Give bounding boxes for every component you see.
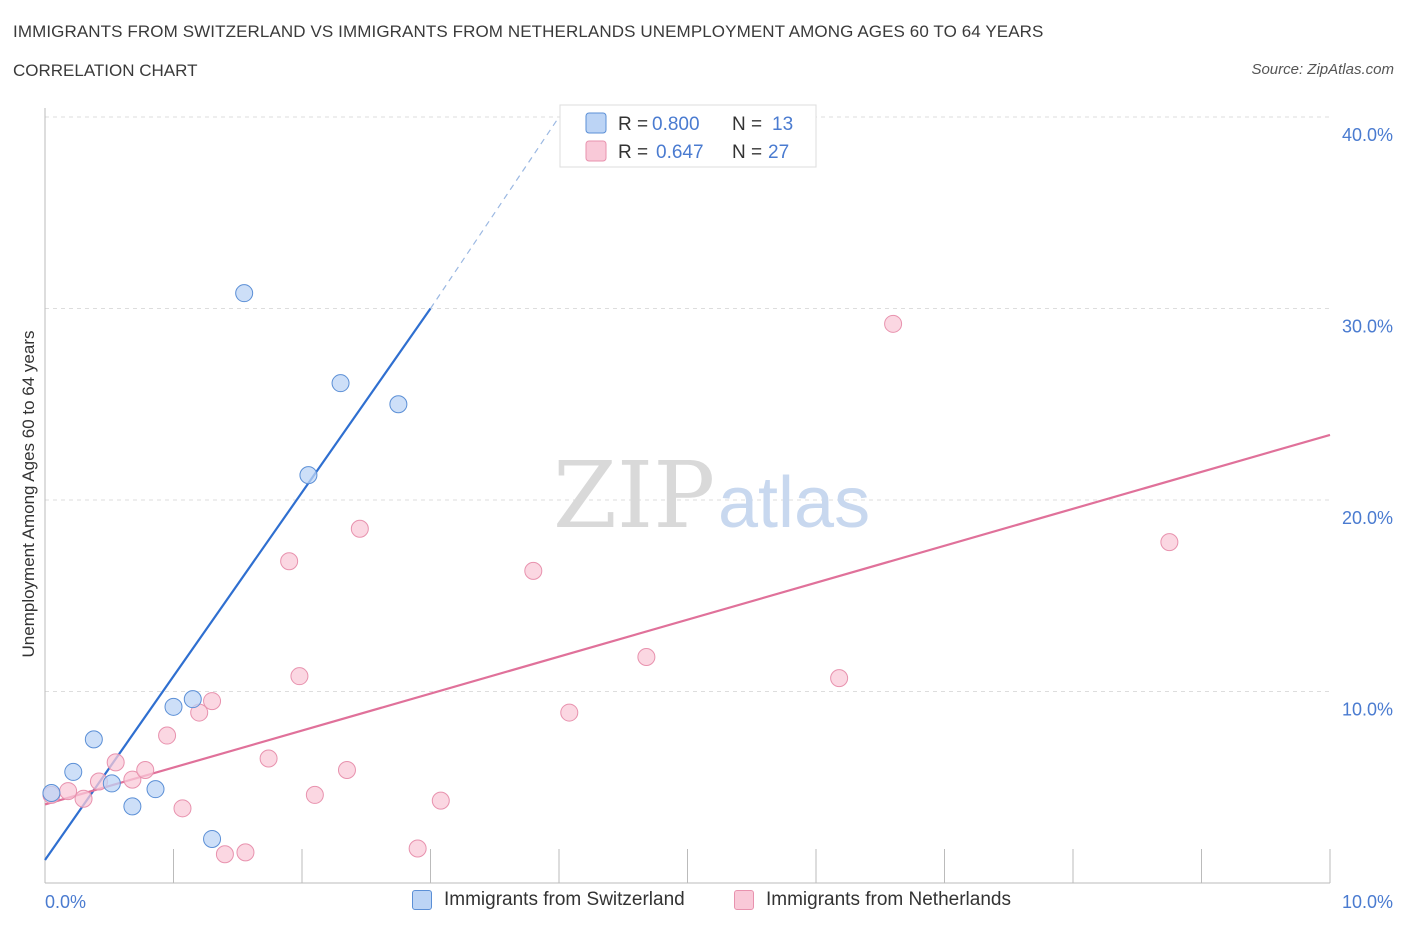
y-tick-label: 40.0% (1342, 125, 1393, 145)
legend-swatch (734, 890, 754, 910)
x-tick-label: 0.0% (45, 892, 86, 912)
point-netherlands (259, 749, 278, 768)
chart-title: IMMIGRANTS FROM SWITZERLAND VS IMMIGRANT… (13, 22, 1044, 41)
legend-item-switzerland: Immigrants from Switzerland (412, 889, 685, 911)
y-axis-label: Unemployment Among Ages 60 to 64 years (19, 331, 38, 658)
point-netherlands (637, 648, 656, 667)
legend-swatch (412, 890, 432, 910)
point-switzerland (183, 690, 202, 709)
bottom-legend: Immigrants from Switzerland Immigrants f… (0, 889, 1406, 915)
point-switzerland (42, 783, 61, 802)
legend-box: R = 0.800 N = 13 R = 0.647 N = 27 (559, 104, 817, 168)
legend-r-value-switzerland: 0.800 (652, 114, 700, 135)
y-tick-label: 20.0% (1342, 508, 1393, 528)
legend-swatch-netherlands (585, 140, 607, 162)
trendline-netherlands (44, 433, 1331, 806)
point-netherlands (431, 791, 450, 810)
legend-r-label-netherlands: R = (618, 142, 648, 163)
point-netherlands (524, 561, 543, 580)
point-switzerland (235, 284, 254, 303)
point-netherlands (305, 785, 324, 804)
point-netherlands (215, 845, 234, 864)
legend-n-value-switzerland: 13 (772, 114, 793, 135)
x-tick-labels: 0.0% 10.0% (45, 892, 1393, 912)
point-switzerland (84, 730, 103, 749)
axes (44, 108, 1330, 884)
watermark: ZIP atlas (553, 442, 870, 549)
point-netherlands (560, 703, 579, 722)
legend-label-switzerland: Immigrants from Switzerland (444, 889, 685, 910)
point-netherlands (280, 552, 299, 571)
x-tick-label: 10.0% (1342, 892, 1393, 912)
point-netherlands (158, 726, 177, 745)
point-netherlands (830, 669, 849, 688)
point-netherlands (74, 789, 93, 808)
data-points (42, 284, 1179, 864)
legend-label-netherlands: Immigrants from Netherlands (766, 889, 1011, 910)
point-switzerland (146, 780, 165, 799)
point-netherlands (884, 314, 903, 333)
source-credit: Source: ZipAtlas.com (1251, 61, 1394, 78)
legend-r-label-switzerland: R = (618, 114, 648, 135)
point-netherlands (1160, 533, 1179, 552)
watermark-zip: ZIP (553, 442, 715, 549)
point-switzerland (331, 374, 350, 393)
point-netherlands (59, 782, 78, 801)
legend-swatch-switzerland (585, 112, 607, 134)
point-netherlands (350, 519, 369, 538)
watermark-atlas: atlas (718, 463, 870, 543)
point-switzerland (299, 466, 318, 485)
point-netherlands (337, 761, 356, 780)
y-tick-label: 10.0% (1342, 700, 1393, 720)
point-netherlands (236, 843, 255, 862)
point-switzerland (123, 797, 142, 816)
point-netherlands (203, 692, 222, 711)
y-tick-label: 30.0% (1342, 317, 1393, 337)
point-netherlands (136, 761, 155, 780)
legend-n-label-switzerland: N = (732, 114, 762, 135)
chart-subtitle: CORRELATION CHART (13, 61, 198, 80)
legend-n-label-netherlands: N = (732, 142, 762, 163)
point-switzerland (389, 395, 408, 414)
point-netherlands (173, 799, 192, 818)
point-switzerland (203, 829, 222, 848)
point-netherlands (123, 770, 142, 789)
point-netherlands (106, 753, 125, 772)
point-switzerland (102, 774, 121, 793)
point-switzerland (64, 762, 83, 781)
legend-n-value-netherlands: 27 (768, 142, 789, 163)
trendline-switzerland-extension (430, 116, 560, 309)
point-netherlands (408, 839, 427, 858)
point-switzerland (164, 697, 183, 716)
y-tick-labels: 10.0% 20.0% 30.0% 40.0% (1342, 125, 1393, 720)
legend-r-value-netherlands: 0.647 (656, 142, 704, 163)
point-netherlands (290, 667, 309, 686)
legend-item-netherlands: Immigrants from Netherlands (734, 889, 1011, 911)
